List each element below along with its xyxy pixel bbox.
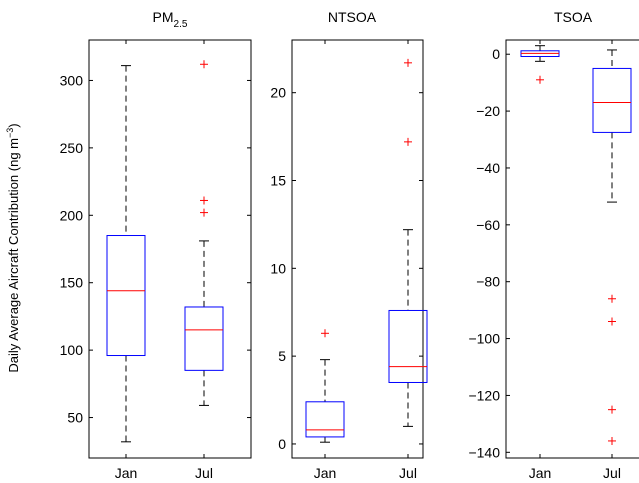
y-tick-label: 200 [60,207,84,223]
y-axis-label-exponent: −3 [5,128,15,138]
panel-tsoa-boxes [520,45,632,445]
outlier-marker [608,317,616,326]
iqr-box [388,309,428,383]
x-tick-label: Jan [115,465,138,481]
panel-tsoa-axes [505,39,639,459]
y-tick-label: 300 [60,72,84,88]
iqr-box [305,401,345,438]
y-axis-label-close: ) [6,123,21,127]
y-tick-label: 250 [60,140,84,156]
outlier-marker [608,294,616,303]
outlier-marker [200,196,208,205]
y-tick-label: −140 [468,444,500,460]
iqr-box [106,235,146,357]
outlier-marker [200,60,208,69]
outlier-marker [404,137,412,146]
panel-pm25-title-subscript: 2.5 [174,19,188,30]
panel-pm25-axes [88,39,252,459]
x-tick-label: Jul [399,465,417,481]
outlier-marker [321,329,329,338]
y-tick-label: −40 [476,160,500,176]
y-tick-label: −60 [476,217,500,233]
panel-ntsoa-title: NTSOA [328,9,377,25]
y-axis-label-main: Daily Average Aircraft Contribution (ng … [6,138,21,373]
panel-pm25-title: PM2.5 [153,9,188,30]
y-tick-label: −20 [476,103,500,119]
y-tick-label: 10 [270,260,286,276]
y-tick-label: 0 [492,46,500,62]
panel-pm25: PM2.5 50 100 150 200 250 300 Jan Jul [60,9,252,481]
outlier-marker [608,405,616,414]
panel-pm25-title-main: PM [153,9,174,25]
panel-ntsoa-axes [291,39,424,459]
iqr-box [592,67,632,133]
x-tick-label: Jan [314,465,337,481]
x-tick-label: Jul [195,465,213,481]
panel-pm25-y-ticks: 50 100 150 200 250 300 Jan Jul [60,40,251,481]
y-tick-label: 0 [278,436,286,452]
x-tick-label: Jul [603,465,621,481]
panel-tsoa: TSOA −140 −120 −100 −80 −60 −40 −20 0 Jan Jul [468,9,639,481]
panel-tsoa-y-ticks: −140 −120 −100 −80 −60 −40 −20 0 Jan Jul [468,40,621,481]
x-tick-label: Jan [529,465,552,481]
panel-ntsoa: NTSOA 0 5 10 15 20 Jan Jul [270,9,428,481]
y-tick-label: 5 [278,348,286,364]
outlier-marker [608,436,616,445]
outlier-marker [404,58,412,67]
y-tick-label: −120 [468,387,500,403]
iqr-box [184,306,224,371]
panel-pm25-boxes [106,60,224,443]
panel-tsoa-title: TSOA [554,9,593,25]
y-tick-label: 20 [270,85,286,101]
y-tick-label: 50 [67,410,83,426]
y-axis-label: Daily Average Aircraft Contribution (ng … [5,123,21,372]
y-tick-label: 100 [60,342,84,358]
outlier-marker [200,208,208,217]
panel-ntsoa-boxes [305,58,428,443]
y-tick-label: −80 [476,274,500,290]
y-tick-label: 15 [270,173,286,189]
panel-ntsoa-y-ticks: 0 5 10 15 20 Jan Jul [270,40,423,481]
y-tick-label: −100 [468,331,500,347]
y-tick-label: 150 [60,275,84,291]
outlier-marker [536,75,544,84]
